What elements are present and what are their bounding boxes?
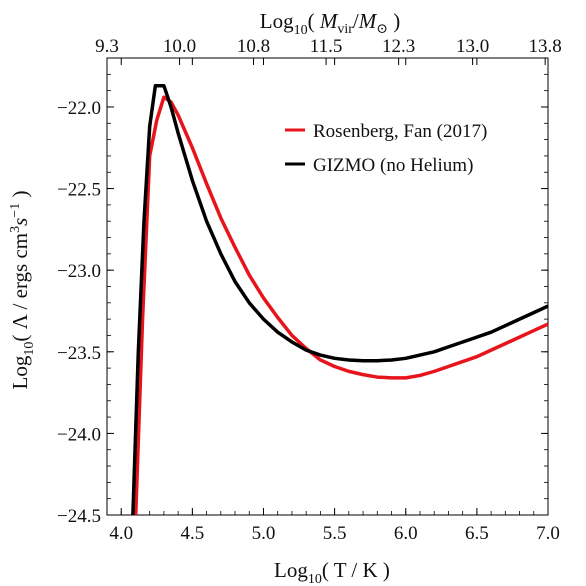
y-tick-label: −23.5	[57, 343, 101, 364]
y-axis-label: Log10( Λ / ergs cm3s−1 )	[8, 191, 37, 390]
top-axis-ticks: 9.3 10.0 10.8 11.5 12.3 13.0 13.8	[95, 36, 562, 65]
x-tick-label: 6.0	[394, 523, 418, 544]
top-tick-label: 13.0	[456, 36, 489, 57]
y-tick-label: −24.0	[57, 424, 101, 445]
legend: Rosenberg, Fan (2017) GIZMO (no Helium)	[285, 121, 487, 176]
x-tick-label: 5.5	[323, 523, 347, 544]
x-axis-label: Log10( T / K )	[274, 558, 390, 586]
top-tick-label: 11.5	[310, 36, 343, 57]
legend-label-rosenberg-fan: Rosenberg, Fan (2017)	[313, 121, 487, 142]
x-tick-label: 4.5	[180, 523, 204, 544]
x-tick-label: 5.0	[252, 523, 276, 544]
legend-label-gizmo: GIZMO (no Helium)	[313, 155, 473, 176]
x-tick-label: 7.0	[536, 523, 560, 544]
top-tick-label: 10.0	[163, 36, 196, 57]
x-tick-label: 6.5	[465, 523, 489, 544]
y-axis-ticks: −22.0 −22.5 −23.0 −23.5 −24.0 −24.5	[57, 73, 548, 527]
y-tick-label: −22.5	[57, 180, 101, 201]
top-tick-label: 10.8	[237, 36, 270, 57]
y-tick-label: −23.0	[57, 261, 101, 282]
y-tick-label: −24.5	[57, 506, 101, 527]
x-axis-ticks: 4.0 4.5 5.0 5.5 6.0 6.5 7.0	[109, 58, 560, 544]
y-tick-label: −22.0	[57, 98, 101, 119]
top-tick-label: 9.3	[95, 36, 119, 57]
top-tick-label: 12.3	[382, 36, 415, 57]
series-line-rosenberg-fan	[133, 95, 548, 515]
x-tick-label: 4.0	[109, 523, 133, 544]
top-tick-label: 13.8	[529, 36, 562, 57]
top-axis-label: Log10( Mvir/M⊙ )	[260, 9, 400, 38]
series-line-gizmo	[131, 84, 548, 515]
